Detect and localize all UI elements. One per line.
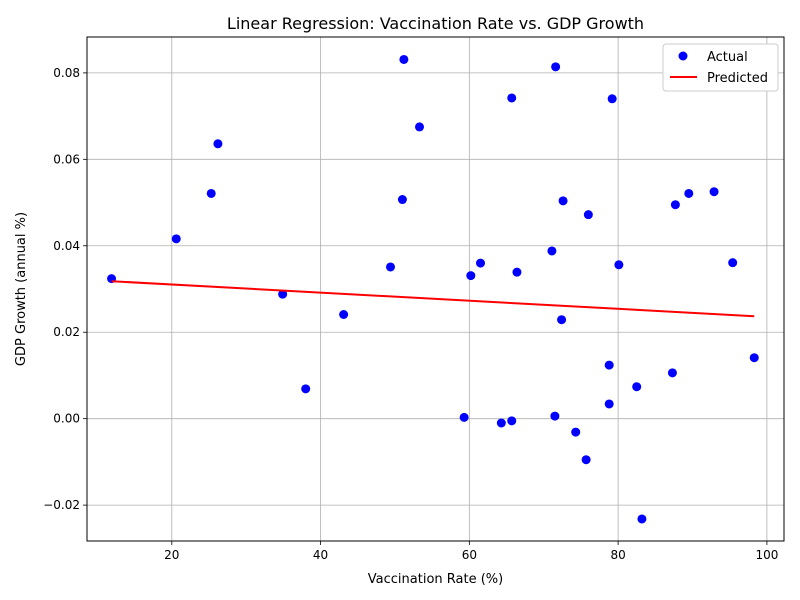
data-point [637,514,647,524]
data-point [670,200,680,210]
data-point [547,246,557,256]
y-axis-title: GDP Growth (annual %) [14,212,29,366]
legend-actual-marker [678,51,688,61]
data-point [507,416,517,426]
y-tick-label: 0.08 [53,66,80,80]
y-tick-label: 0.06 [53,152,80,166]
chart-title: Linear Regression: Vaccination Rate vs. … [227,14,644,33]
regression-line [111,280,755,318]
x-tick-label: 100 [755,548,778,562]
data-point [749,353,759,363]
data-point [476,258,486,268]
data-point [385,262,395,272]
x-tick-label: 80 [610,548,625,562]
data-point [550,411,560,421]
data-point [213,139,223,149]
data-point [604,399,614,409]
data-point [571,427,581,437]
data-point [415,122,425,132]
data-point [512,267,522,277]
data-point [557,315,567,325]
data-point [507,93,517,103]
legend-actual-label: Actual [707,50,748,65]
data-point [466,271,476,281]
data-point [667,368,677,378]
data-point [614,260,624,270]
data-point [339,310,349,320]
data-point [496,418,506,428]
data-point [684,188,694,198]
data-point [206,188,216,198]
y-tick-label: 0.00 [53,412,80,426]
legend-predicted-label: Predicted [707,71,768,86]
y-axis: −0.02 0.00 0.02 0.04 0.06 0.08 [43,66,87,512]
data-point [171,234,181,244]
data-point [604,360,614,370]
data-point [581,455,591,465]
x-axis: 20 40 60 80 100 [164,541,778,562]
data-point [301,384,311,394]
x-axis-title: Vaccination Rate (%) [368,572,503,587]
data-point [709,187,719,197]
data-point [399,54,409,64]
data-point [583,210,593,220]
data-point [278,289,288,299]
x-tick-label: 40 [313,548,328,562]
data-point [397,195,407,205]
y-tick-label: 0.04 [53,239,80,253]
legend-box [662,43,779,92]
data-point [459,412,469,422]
data-point [558,196,568,206]
legend: Actual Predicted [662,43,779,92]
y-tick-label: 0.02 [53,325,80,339]
data-point [632,382,642,392]
y-tick-label: −0.02 [43,498,80,512]
x-tick-label: 60 [462,548,477,562]
axes-frame [86,36,785,542]
x-tick-label: 20 [164,548,179,562]
data-point [607,94,617,104]
data-point [728,258,738,268]
data-point [551,62,561,72]
plot-area [107,54,759,524]
